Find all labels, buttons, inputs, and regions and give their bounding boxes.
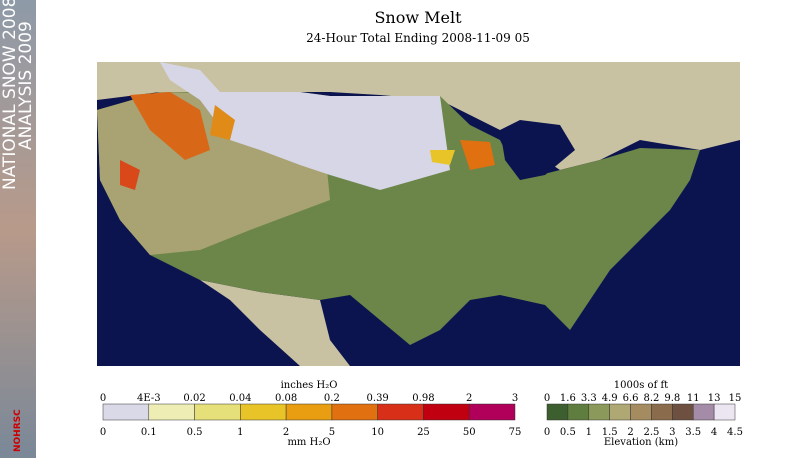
legend-label: 2.5 xyxy=(643,427,659,438)
legend-label: 3 xyxy=(669,427,675,438)
swatch xyxy=(331,403,378,421)
legend-label: 11 xyxy=(687,393,700,404)
legend-label: 0.02 xyxy=(183,393,205,404)
swatch xyxy=(240,403,287,421)
legend-label: 0.2 xyxy=(324,393,340,404)
sidebar-text: NATIONAL SNOW 2008- xyxy=(0,0,20,190)
swatch xyxy=(651,403,673,421)
swatch xyxy=(468,403,516,421)
legend-label: 3 xyxy=(512,393,518,404)
legend-label: 13 xyxy=(708,393,721,404)
legend-label: 4.9 xyxy=(602,393,618,404)
legend-label: 0.98 xyxy=(412,393,434,404)
legend-title: mm H₂O xyxy=(287,437,330,448)
legend-label: 0 xyxy=(100,427,106,438)
legend-label: 2 xyxy=(627,427,633,438)
legend-label: 1.6 xyxy=(560,393,576,404)
legend-label: 4.5 xyxy=(727,427,743,438)
swatch xyxy=(423,403,470,421)
subtitle: 24-Hour Total Ending 2008-11-09 05 xyxy=(306,31,530,45)
legend-label: 50 xyxy=(463,427,476,438)
swatch xyxy=(148,403,195,421)
legend-title: 1000s of ft xyxy=(614,380,668,391)
swatch xyxy=(630,403,652,421)
legend-label: 6.6 xyxy=(623,393,639,404)
legend-title: inches H₂O xyxy=(281,380,338,391)
swatch xyxy=(546,403,569,421)
sidebar xyxy=(0,0,36,458)
legend-label: 5 xyxy=(329,427,335,438)
swatch xyxy=(285,403,333,421)
swatch xyxy=(102,403,150,421)
legend-label: 4 xyxy=(711,427,717,438)
legend-label: 0.08 xyxy=(275,393,297,404)
legend-label: 1 xyxy=(237,427,243,438)
swatch xyxy=(672,403,694,421)
legend-label: 25 xyxy=(417,427,430,438)
sidebar-text: ANALYSIS 2009 xyxy=(16,21,36,150)
legend-label: 0.04 xyxy=(229,393,251,404)
legend-label: 10 xyxy=(371,427,384,438)
swatch xyxy=(692,403,715,421)
melt-legend: inches H₂O mm H₂O 0 4E-3 0.02 0.04 0.08 0.2 0.… xyxy=(100,380,522,448)
swatch xyxy=(567,403,590,421)
legend-label: 0 xyxy=(544,393,550,404)
legend-label: 15 xyxy=(729,393,742,404)
swatch xyxy=(609,403,631,421)
legend-label: 2 xyxy=(283,427,289,438)
legend-label: 0 xyxy=(544,427,550,438)
logo: NOHRSC xyxy=(13,409,23,452)
legend-label: 0.1 xyxy=(141,427,157,438)
legend-label: 3.3 xyxy=(581,393,597,404)
legend-label: 0.39 xyxy=(367,393,389,404)
elevation-legend: 1000s of ft Elevation (km) 0 1.6 3.3 4.9 6.6… xyxy=(544,380,743,448)
legend-label: 0.5 xyxy=(187,427,203,438)
swatch xyxy=(194,403,241,421)
legend-label: 75 xyxy=(509,427,522,438)
legend-label: 8.2 xyxy=(643,393,659,404)
map xyxy=(97,62,740,366)
legend-label: 3.5 xyxy=(685,427,701,438)
legend-label: 4E-3 xyxy=(137,393,161,404)
legend-label: 9.8 xyxy=(664,393,680,404)
legend-label: 1.5 xyxy=(602,427,618,438)
legend-label: 2 xyxy=(466,393,472,404)
legend-label: 0.5 xyxy=(560,427,576,438)
swatch xyxy=(377,403,424,421)
legend-label: 0 xyxy=(100,393,106,404)
swatch xyxy=(588,403,610,421)
legend-title: Elevation (km) xyxy=(604,437,678,448)
title: Snow Melt xyxy=(374,8,462,27)
legend-label: 1 xyxy=(586,427,592,438)
swatch xyxy=(713,403,736,421)
